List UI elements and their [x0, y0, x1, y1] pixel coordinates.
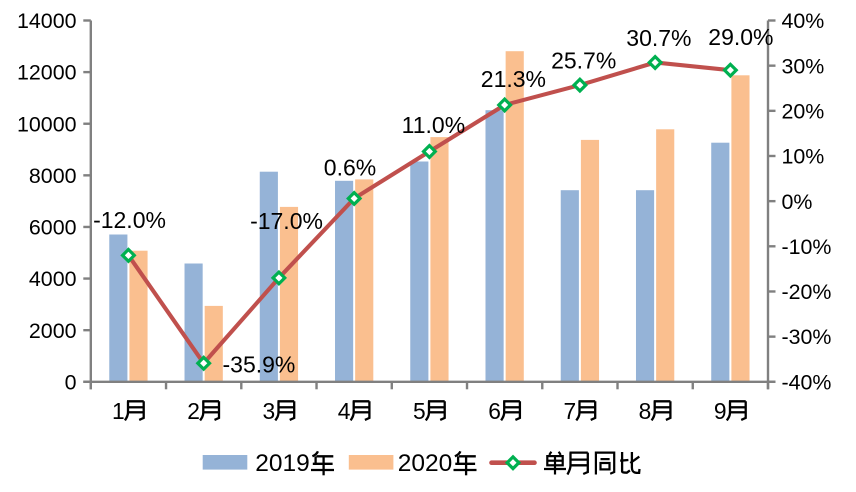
svg-text:-40%: -40% [782, 370, 832, 394]
svg-text:14000: 14000 [17, 9, 77, 33]
svg-text:9: 9 [714, 398, 727, 424]
svg-text:-30%: -30% [782, 325, 832, 349]
svg-text:29.0%: 29.0% [708, 24, 773, 50]
svg-text:21.3%: 21.3% [481, 66, 546, 92]
svg-text:30%: 30% [782, 54, 825, 78]
svg-text:2020: 2020 [398, 450, 453, 477]
svg-text:5: 5 [413, 398, 426, 424]
svg-text:-35.9%: -35.9% [223, 352, 296, 378]
svg-text:-17.0%: -17.0% [250, 208, 323, 234]
svg-text:30.7%: 30.7% [626, 25, 691, 51]
svg-text:1: 1 [112, 398, 125, 424]
svg-text:6000: 6000 [29, 216, 77, 240]
svg-text:2000: 2000 [29, 319, 77, 343]
svg-text:20%: 20% [782, 99, 825, 123]
svg-text:-20%: -20% [782, 280, 832, 304]
svg-text:10000: 10000 [17, 112, 77, 136]
svg-text:8: 8 [639, 398, 652, 424]
svg-text:12000: 12000 [17, 61, 77, 85]
svg-text:40%: 40% [782, 9, 825, 33]
svg-text:-12.0%: -12.0% [93, 207, 166, 233]
svg-text:4000: 4000 [29, 267, 77, 291]
svg-text:0.6%: 0.6% [324, 155, 376, 181]
svg-text:0: 0 [65, 370, 77, 394]
svg-text:2: 2 [187, 398, 200, 424]
svg-text:4: 4 [338, 398, 351, 424]
svg-text:3: 3 [262, 398, 275, 424]
svg-text:6: 6 [488, 398, 501, 424]
svg-text:2019: 2019 [255, 450, 310, 477]
svg-text:10%: 10% [782, 145, 825, 169]
svg-text:8000: 8000 [29, 164, 77, 188]
svg-text:11.0%: 11.0% [402, 112, 466, 138]
svg-text:7: 7 [563, 398, 576, 424]
svg-text:0%: 0% [782, 190, 813, 214]
svg-text:25.7%: 25.7% [551, 48, 616, 74]
svg-text:-10%: -10% [782, 235, 832, 259]
